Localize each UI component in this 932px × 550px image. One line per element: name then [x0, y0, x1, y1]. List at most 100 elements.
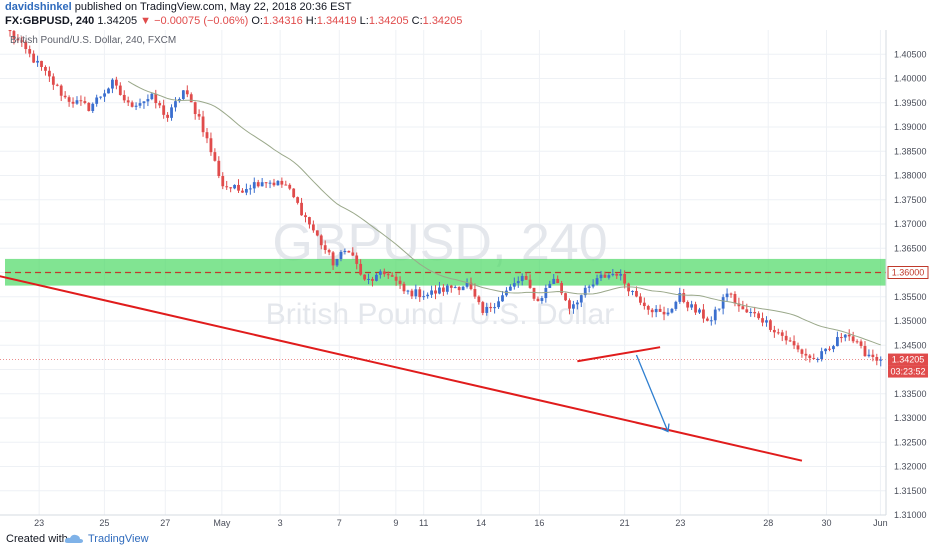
candle-body: [725, 293, 729, 298]
candle-body: [71, 101, 75, 104]
candle-body: [260, 182, 264, 187]
time-tick-label: 9: [393, 518, 398, 528]
candle-body: [248, 188, 252, 190]
candle-body: [749, 312, 753, 314]
candle-body: [36, 60, 39, 63]
candle-body: [272, 182, 276, 186]
high-label: H:: [305, 15, 317, 27]
candle-body: [524, 275, 528, 280]
candle-body: [24, 41, 28, 50]
candle-body: [867, 354, 871, 357]
arrow-head-icon: [660, 423, 670, 433]
candle-body: [150, 93, 154, 100]
candle-body: [761, 318, 764, 323]
candle-body: [217, 160, 221, 177]
time-tick-label: 25: [99, 518, 109, 528]
level-badge: 1.36000: [887, 266, 929, 279]
time-tick-label: 30: [821, 518, 831, 528]
candle-body: [48, 70, 51, 77]
candle-body: [528, 279, 532, 288]
candle-body: [130, 102, 134, 107]
candle-body: [843, 334, 847, 338]
candle-body: [323, 245, 327, 250]
candle-body: [678, 293, 682, 302]
candle-body: [319, 235, 323, 246]
candle-body: [607, 275, 611, 278]
candle-body: [615, 273, 619, 276]
candle-body: [438, 287, 441, 294]
candle-body: [769, 320, 772, 330]
candle-body: [181, 90, 185, 99]
price-chart[interactable]: GBPUSD, 240 British Pound / U.S. Dollar …: [0, 30, 932, 530]
candle-body: [170, 107, 173, 118]
created-with-text: Created with: [6, 533, 68, 545]
candle-body: [493, 307, 497, 309]
candle-body: [497, 301, 500, 308]
chart-header: davidshinkel published on TradingView.co…: [0, 0, 932, 30]
candle-body: [103, 93, 106, 97]
candle-body: [552, 278, 556, 284]
candle-body: [741, 306, 745, 310]
candle-body: [457, 287, 461, 291]
candle-body: [20, 40, 24, 42]
time-tick-label: 7: [337, 518, 342, 528]
price-tick-label: 1.33500: [894, 389, 927, 399]
candle-body: [8, 30, 12, 32]
time-tick-label: 21: [620, 518, 630, 528]
candle-body: [434, 290, 437, 294]
candle-body: [792, 341, 796, 346]
candle-body: [642, 302, 646, 307]
candle-body: [654, 308, 658, 313]
time-tick-label: 23: [675, 518, 685, 528]
time-axis[interactable]: 23 25 27 May 3 7 9 11 14 16 21 23 28 30 Jun: [34, 518, 888, 528]
candle-body: [233, 184, 236, 189]
candle-body: [501, 295, 504, 302]
candle-body: [55, 84, 59, 86]
price-tick-label: 1.31500: [894, 486, 927, 496]
candle-body: [812, 357, 816, 360]
candle-body: [599, 274, 603, 279]
candle-body: [378, 271, 382, 275]
candle-body: [733, 293, 737, 304]
close-value: 1.34205: [422, 15, 463, 27]
candle-body: [713, 309, 717, 321]
time-tick-label: 11: [419, 518, 428, 528]
candle-body: [414, 289, 418, 297]
candle-body: [753, 312, 757, 314]
candle-body: [820, 351, 824, 360]
author-link[interactable]: davidshinkel: [5, 1, 72, 13]
candle-body: [221, 176, 225, 187]
watermark-name: British Pound / U.S. Dollar: [266, 298, 614, 331]
candle-body: [796, 345, 800, 350]
level-badge-value: 1.36000: [892, 268, 925, 278]
candle-body: [351, 252, 355, 256]
candle-body: [390, 275, 394, 277]
price-tick-label: 1.40500: [894, 49, 927, 59]
candle-body: [375, 274, 378, 281]
candle-body: [516, 281, 520, 284]
candle-body: [705, 318, 709, 321]
candle-body: [382, 271, 386, 275]
candle-body: [564, 293, 567, 301]
candle-body: [816, 359, 820, 361]
price-tick-label: 1.32500: [894, 437, 927, 447]
publish-info: davidshinkel published on TradingView.co…: [5, 1, 352, 13]
candle-body: [847, 334, 851, 337]
candle-body: [292, 188, 296, 198]
candle-body: [682, 293, 686, 303]
price-axis[interactable]: 1.40500 1.40000 1.39500 1.39000 1.38500 1.380…: [894, 49, 927, 520]
candle-body: [674, 301, 678, 309]
candle-body: [784, 335, 788, 341]
wedge-trendline[interactable]: [577, 346, 661, 363]
open-label: O:: [251, 15, 263, 27]
candle-body: [107, 88, 110, 94]
candle-body: [359, 263, 363, 275]
candle-body: [174, 101, 177, 108]
candle-body: [264, 182, 268, 184]
candle-body: [241, 190, 244, 193]
target-arrow[interactable]: [635, 354, 669, 432]
candle-body: [189, 94, 193, 103]
candle-body: [118, 85, 122, 95]
tradingview-link[interactable]: TradingView: [88, 533, 149, 545]
candle-body: [114, 79, 118, 86]
